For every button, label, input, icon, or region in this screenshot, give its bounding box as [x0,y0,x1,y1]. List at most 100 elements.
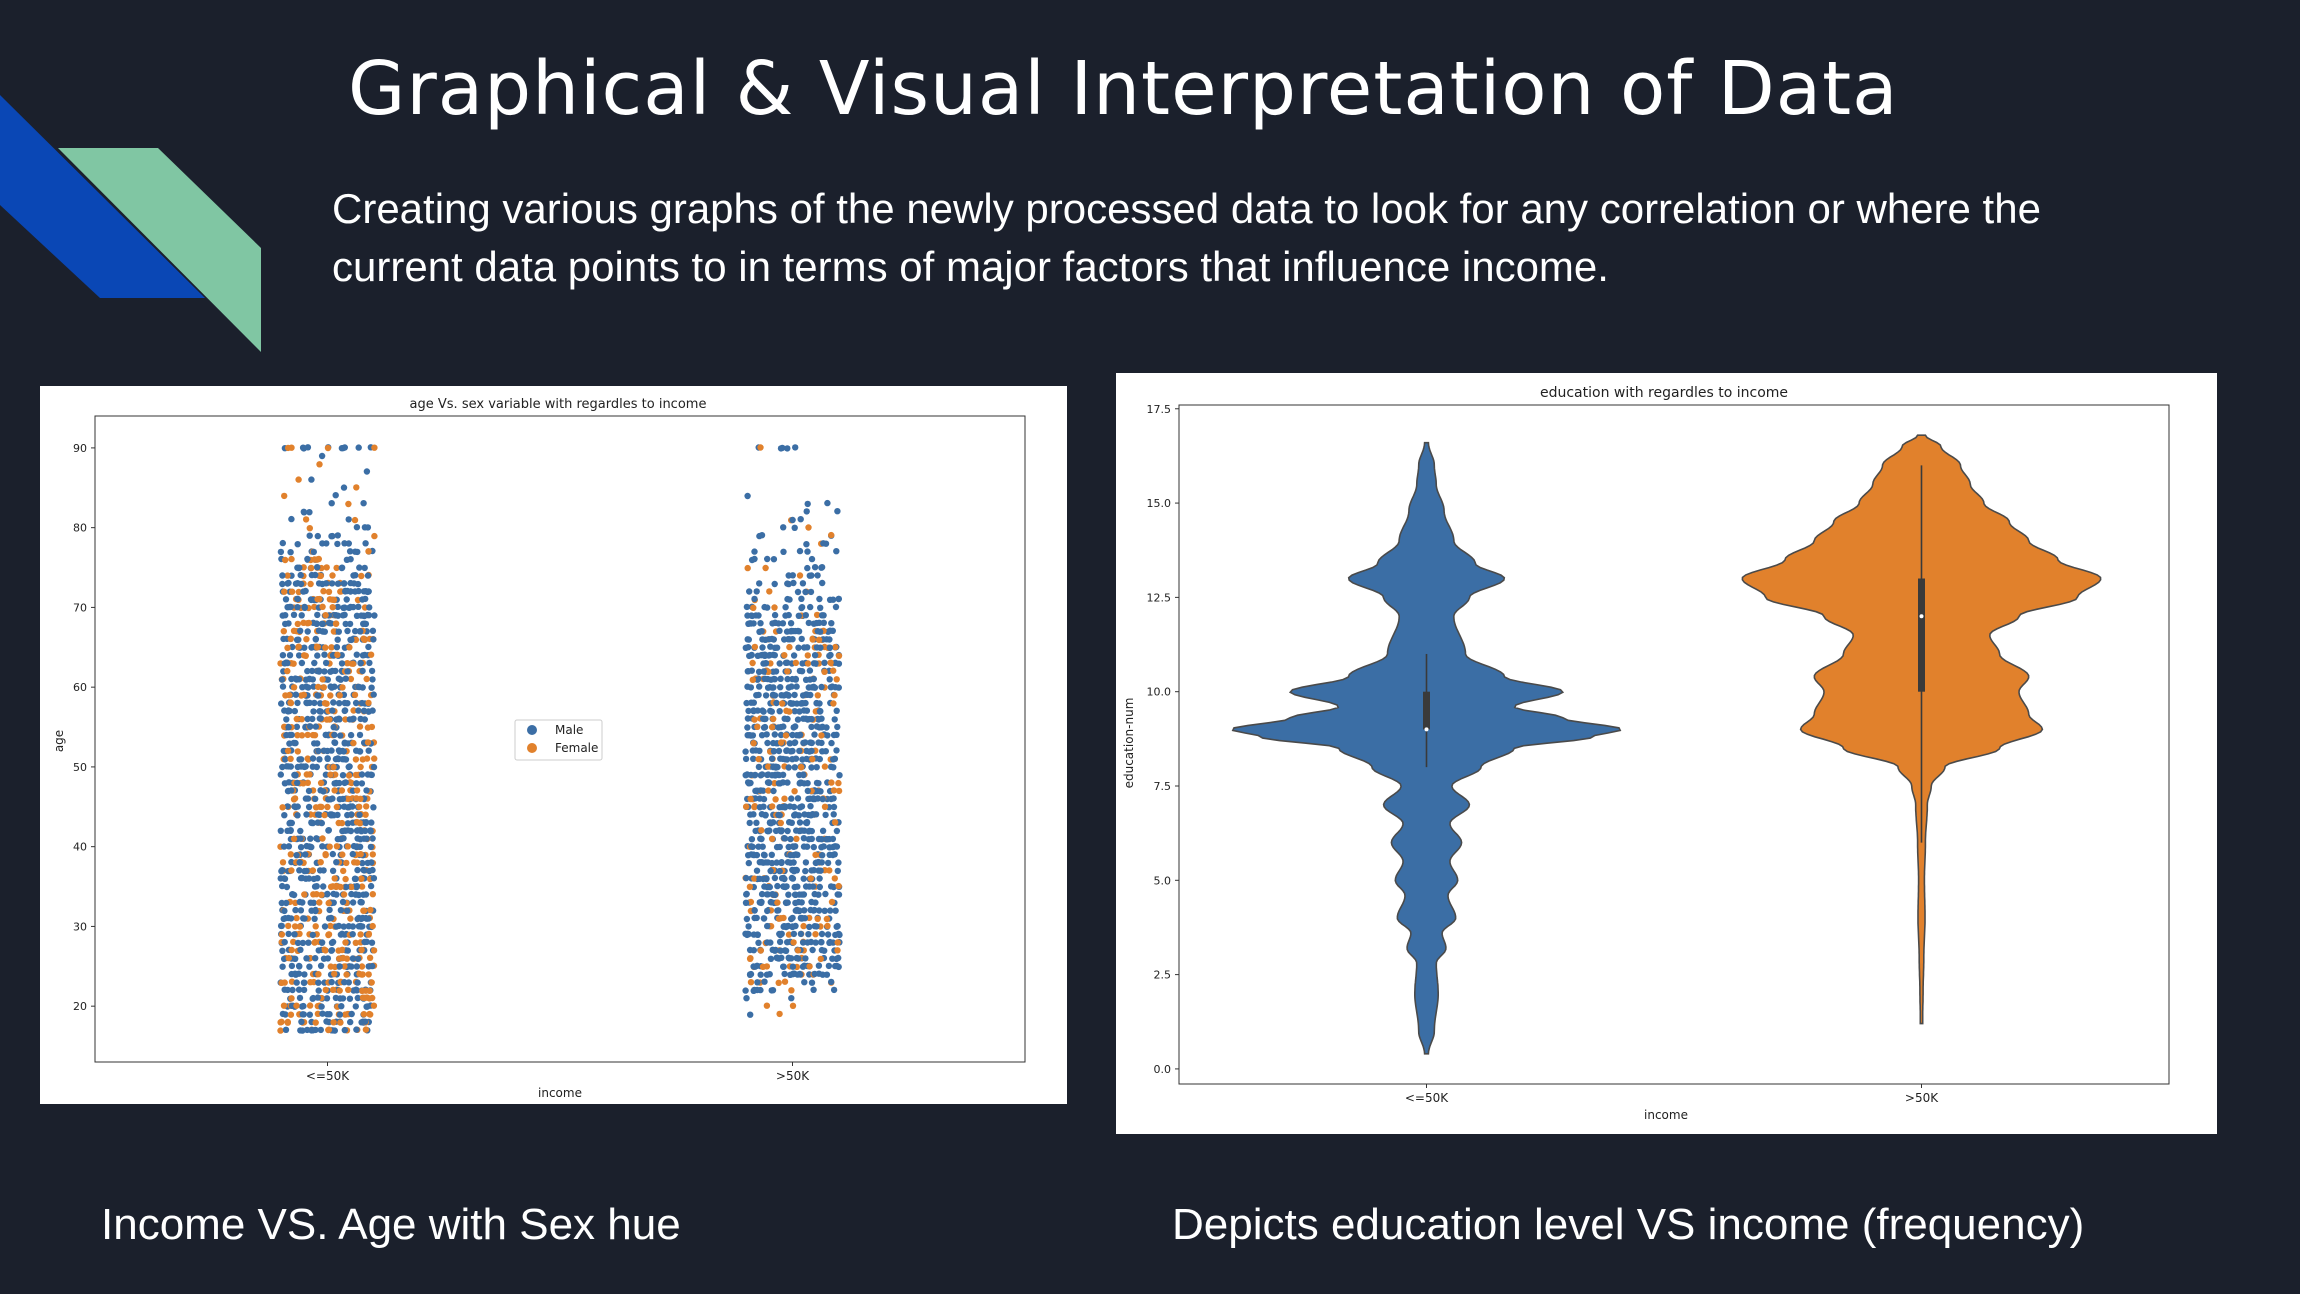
data-point [750,755,757,762]
data-point [304,779,311,786]
data-point [312,1019,319,1026]
data-point [770,739,777,747]
data-point [363,675,370,683]
y-tick-label: 12.5 [1147,591,1172,604]
data-point [742,748,749,755]
data-point [796,708,803,715]
data-point [316,899,323,906]
caption-education-income: Depicts education level VS income (frequ… [1172,1200,2085,1249]
data-point [344,907,351,914]
data-point [369,707,376,714]
data-point [746,971,754,978]
data-point [315,971,322,978]
data-point [336,1011,344,1018]
data-point [306,509,313,516]
data-point [813,699,820,707]
data-point [294,803,301,810]
data-point [322,851,329,858]
data-point [833,747,840,754]
data-point [309,931,316,939]
data-point [835,954,842,962]
data-point [762,715,769,723]
y-tick-label: 70 [73,601,87,614]
data-point [771,874,779,882]
data-point [790,724,797,731]
data-point [308,564,315,572]
data-point [369,891,376,898]
data-point [789,675,796,683]
data-point [743,699,750,707]
data-point [364,611,371,619]
data-point [356,564,363,571]
data-point [280,843,288,850]
data-point [294,595,301,603]
data-point [336,963,343,970]
data-point [805,524,812,531]
data-point [788,995,795,1002]
data-point [345,500,352,508]
data-point [354,979,361,986]
data-point [765,779,773,786]
data-point [768,859,776,867]
data-point [781,835,788,842]
data-point [293,723,301,730]
data-point [318,620,326,627]
data-point [316,708,323,715]
data-point [360,500,367,507]
data-point [356,731,364,739]
data-point [743,891,750,898]
data-point [358,572,365,580]
data-point [802,955,809,962]
data-point [346,548,354,555]
data-point [798,595,805,602]
data-point [828,978,835,986]
data-point [815,716,822,723]
data-point [778,875,786,882]
data-point [785,891,792,898]
data-point [824,931,832,938]
data-point [351,691,359,699]
data-point [810,660,818,667]
data-point [828,531,835,539]
y-tick-label: 40 [73,841,87,854]
data-point [766,883,773,891]
data-point [301,891,308,898]
data-point [814,692,821,699]
data-point [299,1011,306,1018]
data-point [792,659,800,667]
data-point [321,811,328,819]
data-point [314,596,321,603]
data-point [796,804,804,811]
data-point [328,947,336,954]
y-tick-label: 2.5 [1154,969,1172,982]
y-tick-label: 17.5 [1147,403,1172,416]
data-point [297,835,304,842]
data-point [366,995,373,1002]
data-point [776,660,783,667]
data-point [776,627,783,634]
data-point [748,843,755,850]
data-point [344,947,351,954]
data-point [311,699,318,707]
data-point [780,923,788,930]
data-point [771,619,779,626]
data-point [326,619,333,627]
y-tick-label: 60 [73,681,87,694]
data-point [369,676,376,683]
data-point [366,604,373,611]
data-point [368,684,375,691]
data-point [363,468,371,475]
data-point [761,675,769,682]
data-point [347,675,355,683]
y-tick-label: 20 [73,1000,87,1013]
data-point [808,715,815,723]
data-point [835,652,843,659]
data-point [333,859,340,866]
data-point [362,811,369,818]
data-point [333,564,340,572]
data-point [784,580,791,587]
data-point [290,611,298,618]
data-point [349,850,356,858]
data-point [780,963,787,970]
data-point [331,780,338,787]
